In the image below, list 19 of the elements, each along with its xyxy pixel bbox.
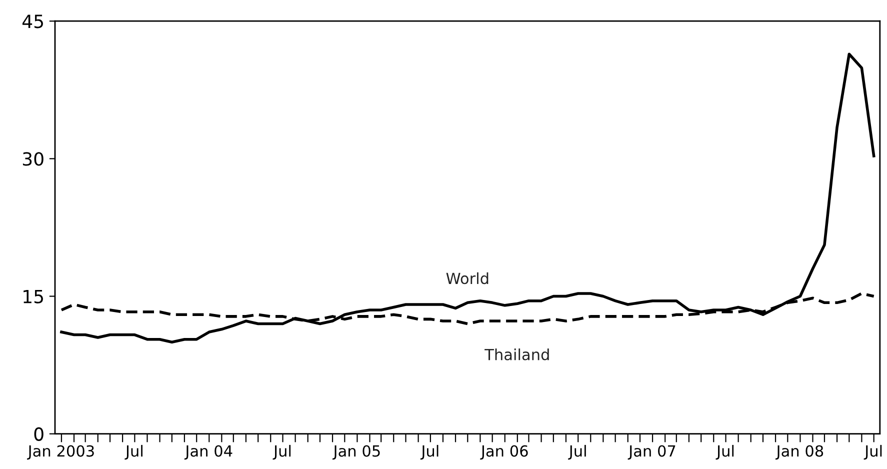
- x-tick-label: Jan 04: [184, 445, 232, 460]
- x-tick-label: Jul: [420, 444, 438, 460]
- x-tick-label: Jul: [568, 444, 586, 460]
- line-series: [60, 52, 876, 344]
- series-label: World: [446, 272, 488, 284]
- x-tick-label: Jul: [716, 444, 734, 460]
- x-tick-label: Jan 2003: [27, 445, 94, 460]
- x-tick-label: Jan 08: [775, 445, 824, 460]
- series-label: Thailand: [484, 348, 549, 360]
- y-tick-label: 0: [34, 427, 44, 441]
- x-tick-label: Jul: [864, 444, 882, 460]
- y-tick-label: 45: [22, 14, 43, 28]
- x-tick-label: Jan 05: [332, 445, 380, 460]
- x-tick-label: Jan 06: [480, 445, 528, 460]
- x-tick-label: Jan 07: [628, 445, 676, 460]
- y-tick-label: 30: [22, 152, 44, 166]
- x-tick-label: Jul: [124, 444, 142, 460]
- y-tick-label: 15: [24, 290, 43, 304]
- x-tick-label: Jul: [272, 444, 291, 460]
